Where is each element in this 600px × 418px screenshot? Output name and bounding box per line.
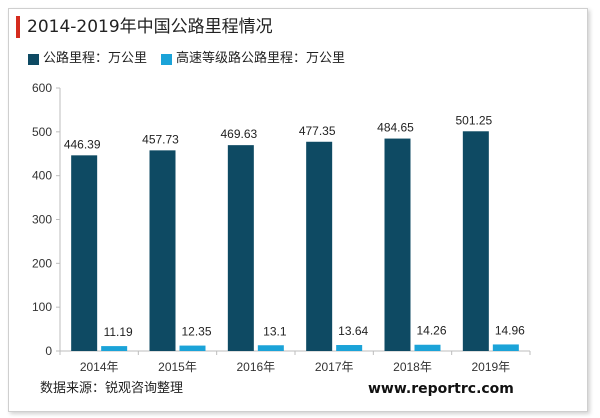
bar-s0-0 <box>71 155 98 351</box>
legend: 公路里程：万公里 高速等级路公路里程：万公里 <box>28 50 359 68</box>
value-label-s1-2: 13.1 <box>263 324 287 338</box>
y-tick-label-3: 300 <box>32 213 52 227</box>
y-tick-label-5: 500 <box>32 125 52 139</box>
value-label-s1-1: 12.35 <box>181 325 211 339</box>
bar-s1-5 <box>492 344 519 351</box>
x-tick-label-1: 2015年 <box>158 360 197 374</box>
legend-swatch-total <box>28 53 39 65</box>
x-tick-label-4: 2018年 <box>393 360 432 374</box>
bar-s0-4 <box>384 138 411 351</box>
x-tick-label-2: 2016年 <box>236 360 275 374</box>
x-tick-label-0: 2014年 <box>80 360 119 374</box>
value-label-s0-5: 501.25 <box>455 113 492 127</box>
x-tick-label-5: 2019年 <box>471 360 510 374</box>
y-tick-label-1: 100 <box>32 300 52 314</box>
value-label-s1-5: 14.96 <box>495 323 525 337</box>
legend-label-highway: 高速等级路公路里程：万公里 <box>176 51 346 66</box>
labels: 446.39 457.73 469.63 477.35 484.65 501.25 11.1… <box>64 113 525 339</box>
bar-s0-5 <box>462 131 489 351</box>
bar-s0-3 <box>306 141 333 351</box>
bar-s1-3 <box>336 345 363 351</box>
bar-s1-1 <box>179 345 206 351</box>
legend-label-total: 公路里程：万公里 <box>43 51 148 66</box>
value-label-s0-4: 484.65 <box>377 121 414 135</box>
y-tick-label-4: 400 <box>32 169 52 183</box>
data-source-note: 数据来源：锐观咨询整理 <box>40 381 184 396</box>
chart-frame <box>8 8 588 412</box>
bar-s0-1 <box>149 150 176 351</box>
y-tick-label-2: 200 <box>32 256 52 270</box>
website-link[interactable]: www.reportrc.com <box>368 381 514 397</box>
value-label-s1-0: 11.19 <box>104 325 133 339</box>
bars <box>71 131 519 351</box>
value-label-s0-2: 469.63 <box>220 127 257 141</box>
title-accent-bar <box>16 16 20 38</box>
value-label-s0-1: 457.73 <box>142 132 179 146</box>
y-tick-label-0: 0 <box>45 344 52 358</box>
legend-item-highway: 高速等级路公路里程：万公里 <box>161 50 345 68</box>
bar-s1-4 <box>414 344 441 351</box>
value-label-s1-3: 13.64 <box>338 324 368 338</box>
bar-s1-2 <box>257 345 284 351</box>
legend-item-total: 公路里程：万公里 <box>28 50 147 68</box>
value-label-s1-4: 14.26 <box>416 324 446 338</box>
bar-s0-2 <box>227 145 254 351</box>
legend-swatch-highway <box>161 53 173 65</box>
axes: 0 100 200 300 400 500 600 2014年 2015年 2016年 2017年 2… <box>32 81 531 374</box>
chart-title: 2014-2019年中国公路里程情况 <box>27 17 273 37</box>
value-label-s0-0: 446.39 <box>64 137 101 151</box>
value-label-s0-3: 477.35 <box>299 124 336 138</box>
y-tick-label-6: 600 <box>32 81 52 95</box>
bar-s1-0 <box>101 346 128 351</box>
x-tick-label-3: 2017年 <box>315 360 354 374</box>
